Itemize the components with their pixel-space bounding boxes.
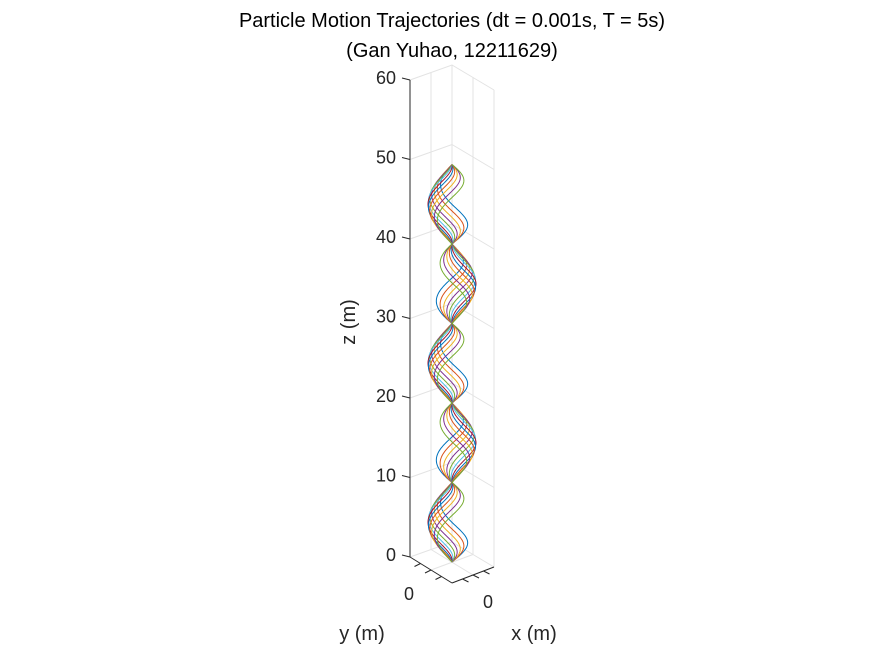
grid-z-line [409,461,495,488]
grid-z-line [409,64,495,91]
z-tick [401,395,411,399]
z-tick [401,316,411,319]
y-axis-label: y (m) [339,623,385,645]
z-tick-label: 20 [376,386,396,406]
grid-z-line [409,302,495,329]
trajectories [427,164,477,563]
x-tick [472,574,480,579]
y-tick [435,576,442,580]
x-axis-label: x (m) [511,623,557,645]
chart-title: Particle Motion Trajectories (dt = 0.001… [239,10,665,32]
trajectory-line [427,164,477,563]
z-tick-label: 50 [376,148,396,168]
z-tick-label: 60 [376,68,396,88]
trajectory-line [429,164,475,563]
z-tick-label: 10 [376,466,396,486]
z-tick [401,236,411,240]
chart-subtitle: (Gan Yuhao, 12211629) [346,40,558,62]
x-tick [462,578,469,583]
trajectory-line [429,164,475,563]
z-axis-label: z (m) [338,299,360,345]
x-tick [483,570,490,575]
grid-floor-line [430,549,474,576]
z-tick [401,157,411,160]
grid-z-line [409,143,495,170]
x-tick-label: 0 [483,592,493,612]
z-tick-label: 0 [386,545,396,565]
trajectory-line [431,164,473,563]
y-tick [414,563,421,567]
axes [401,77,495,584]
z-tick [401,475,411,478]
z-tick-label: 30 [376,307,396,327]
y-tick [424,569,432,574]
y-tick-label: 0 [404,584,414,604]
z-tick [401,77,411,81]
trajectory-line [427,164,477,563]
trajectory-line [436,164,468,563]
z-tick-label: 40 [376,227,396,247]
trajectory-line [433,164,471,563]
z-tick [401,554,411,558]
